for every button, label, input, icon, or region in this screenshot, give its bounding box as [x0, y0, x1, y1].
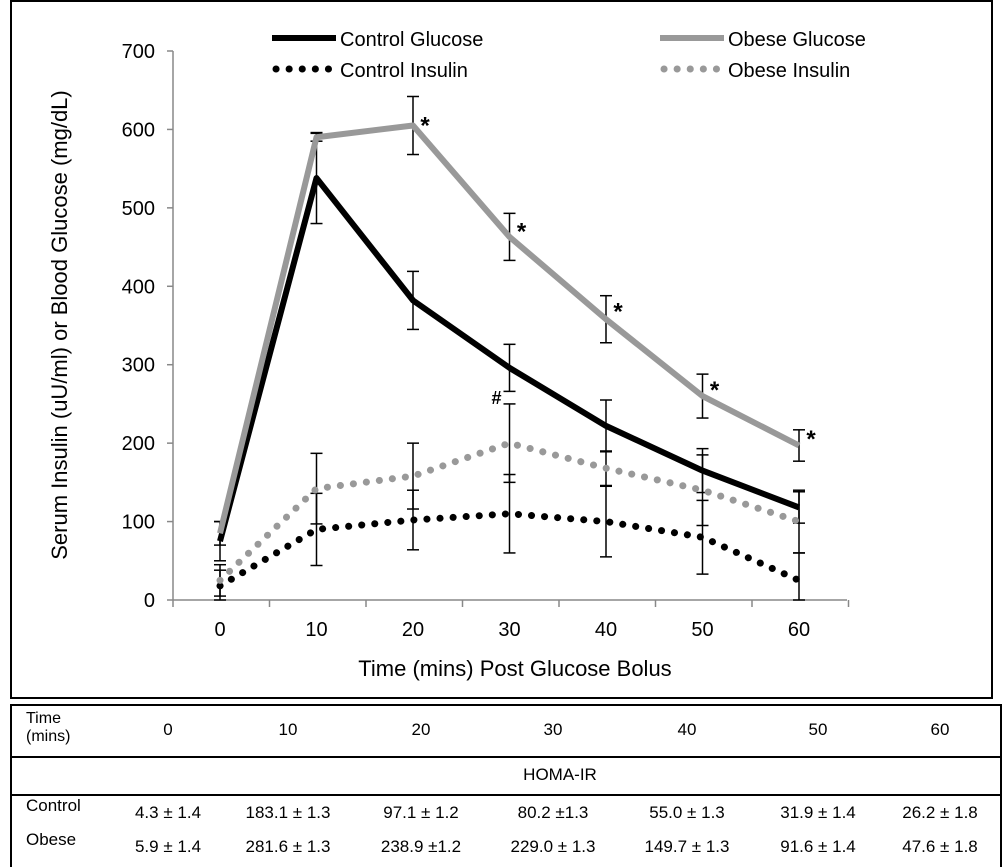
- y-tick-label: 700: [122, 41, 155, 63]
- significance-marker: *: [710, 377, 720, 404]
- table-cell: 183.1 ± 1.3: [245, 803, 331, 822]
- time-header-cell: 50: [808, 720, 828, 739]
- table-cell: 97.1 ± 1.2: [383, 803, 459, 822]
- time-header-cell: 40: [677, 720, 697, 739]
- y-tick-label: 0: [144, 590, 155, 612]
- x-tick-label: 0: [214, 619, 225, 641]
- legend-label-control-insulin: Control Insulin: [340, 60, 468, 82]
- table-divider: [12, 794, 1000, 796]
- row-label: Obese: [26, 830, 77, 849]
- x-tick-label: 40: [595, 619, 617, 641]
- x-tick-label: 60: [788, 619, 810, 641]
- section-title: HOMA-IR: [523, 765, 597, 784]
- table-cell: 91.6 ± 1.4: [780, 837, 856, 856]
- legend-label-obese-glucose: Obese Glucose: [728, 29, 866, 51]
- line-chart: 0 100 200 300 400 500 600 700 0 10 20 30 40 50 60 Time …: [47, 29, 866, 681]
- y-tick-label: 100: [122, 512, 155, 534]
- table-cell: 47.6 ± 1.8: [902, 837, 978, 856]
- chart-frame: [10, 0, 993, 699]
- significance-marker: #: [491, 388, 501, 408]
- table-cell: 4.3 ± 1.4: [134, 803, 202, 822]
- table-cell: 229.0 ± 1.3: [510, 837, 596, 856]
- legend-label-obese-insulin: Obese Insulin: [728, 60, 850, 82]
- control-glucose-line: [217, 175, 801, 542]
- y-tick-label: 500: [122, 198, 155, 220]
- significance-marker: *: [420, 113, 430, 140]
- row-label: Control: [26, 796, 81, 815]
- x-tick-label: 50: [691, 619, 713, 641]
- table-cell: 26.2 ± 1.8: [902, 803, 978, 822]
- x-tick-label: 20: [402, 619, 424, 641]
- significance-marker: *: [806, 426, 816, 453]
- time-header-cell: 0: [163, 720, 173, 739]
- homa-ir-table: Time (mins) 0 10 20 30 40 50 60 HOMA-IR Contro…: [10, 704, 1002, 867]
- y-tick-label: 400: [122, 276, 155, 298]
- significance-marker: *: [517, 218, 527, 245]
- time-header-label: Time (mins): [26, 710, 71, 745]
- table-cell: 31.9 ± 1.4: [780, 803, 856, 822]
- table-cell: 238.9 ±1.2: [380, 837, 462, 856]
- y-tick-label: 200: [122, 433, 155, 455]
- y-axis-title: Serum Insulin (uU/ml) or Blood Glucose (…: [47, 90, 72, 560]
- obese-glucose-line: [217, 122, 801, 535]
- x-axis-title: Time (mins) Post Glucose Bolus: [358, 656, 671, 681]
- y-tick-label: 600: [122, 119, 155, 141]
- x-tick-label: 10: [305, 619, 327, 641]
- time-header-cell: 60: [930, 720, 950, 739]
- table-cell: 5.9 ± 1.4: [134, 837, 202, 856]
- y-tick-label: 300: [122, 355, 155, 377]
- obese-insulin-line: [216, 439, 803, 584]
- table-cell: 281.6 ± 1.3: [245, 837, 331, 856]
- time-header-cell: 30: [543, 720, 563, 739]
- table-cell: 149.7 ± 1.3: [644, 837, 730, 856]
- table-cell: 80.2 ±1.3: [517, 803, 589, 822]
- time-header-cell: 10: [278, 720, 298, 739]
- significance-marker: *: [613, 298, 623, 325]
- x-tick-label: 30: [498, 619, 520, 641]
- legend-label-control-glucose: Control Glucose: [340, 29, 483, 51]
- table-divider: [12, 756, 1000, 758]
- time-header-cell: 20: [411, 720, 431, 739]
- table-cell: 55.0 ± 1.3: [649, 803, 725, 822]
- control-insulin-line: [216, 510, 803, 590]
